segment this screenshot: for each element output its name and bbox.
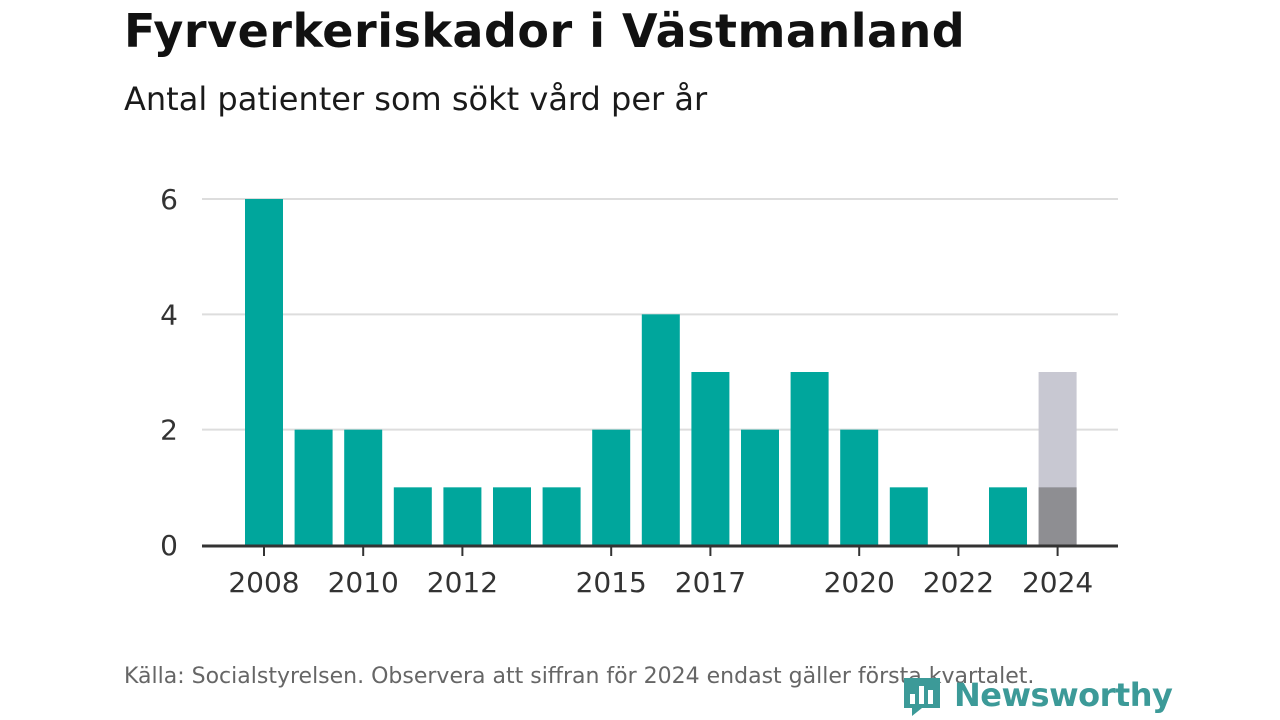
bar-2019: [790, 372, 829, 545]
chart-subtitle: Antal patienter som sökt vård per år: [124, 80, 708, 118]
x-tick-label: 2010: [328, 566, 399, 599]
y-tick-label: 4: [160, 298, 178, 331]
newsworthy-logo: Newsworthy: [900, 672, 1173, 718]
bar-2009: [294, 429, 333, 545]
y-tick-label: 6: [160, 183, 178, 216]
logo-wordmark: Newsworthy: [954, 676, 1173, 714]
bar-2017: [691, 372, 730, 545]
x-tick-label: 2022: [923, 566, 994, 599]
source-note: Källa: Socialstyrelsen. Observera att si…: [124, 664, 1035, 689]
bar-2015: [592, 429, 631, 545]
bar-chart: 0 2 4 6 2008 2010 2012 2015 2017 2020 2022 2024: [160, 183, 1118, 599]
bar-2016: [641, 314, 680, 545]
bar-2013: [493, 487, 531, 545]
x-tick-label: 2012: [427, 566, 498, 599]
y-axis-ticks: 0 2 4 6: [160, 183, 178, 562]
x-tick-label: 2024: [1022, 566, 1093, 599]
bar-2008: [245, 199, 283, 545]
newsworthy-bar-icon: [904, 678, 940, 716]
x-axis-ticks: 2008 2010 2012 2015 2017 2020 2022 2024: [228, 546, 1093, 599]
x-tick-label: 2017: [675, 566, 746, 599]
bar-2024: [1038, 487, 1077, 545]
x-tick-label: 2015: [576, 566, 647, 599]
bar-2011: [393, 487, 432, 545]
x-tick-label: 2008: [228, 566, 299, 599]
y-tick-label: 2: [160, 414, 178, 447]
x-tick-label: 2020: [824, 566, 895, 599]
bar-2021: [889, 487, 928, 545]
y-tick-label: 0: [160, 529, 178, 562]
bar-2018: [741, 429, 779, 545]
bar-2020: [840, 429, 879, 545]
bar-2012: [443, 487, 482, 545]
bar-2010: [344, 429, 383, 545]
bars: [245, 199, 1077, 545]
bar-2023: [989, 487, 1027, 545]
bar-2014: [542, 487, 581, 545]
chart-title: Fyrverkeriskador i Västmanland: [124, 4, 966, 58]
